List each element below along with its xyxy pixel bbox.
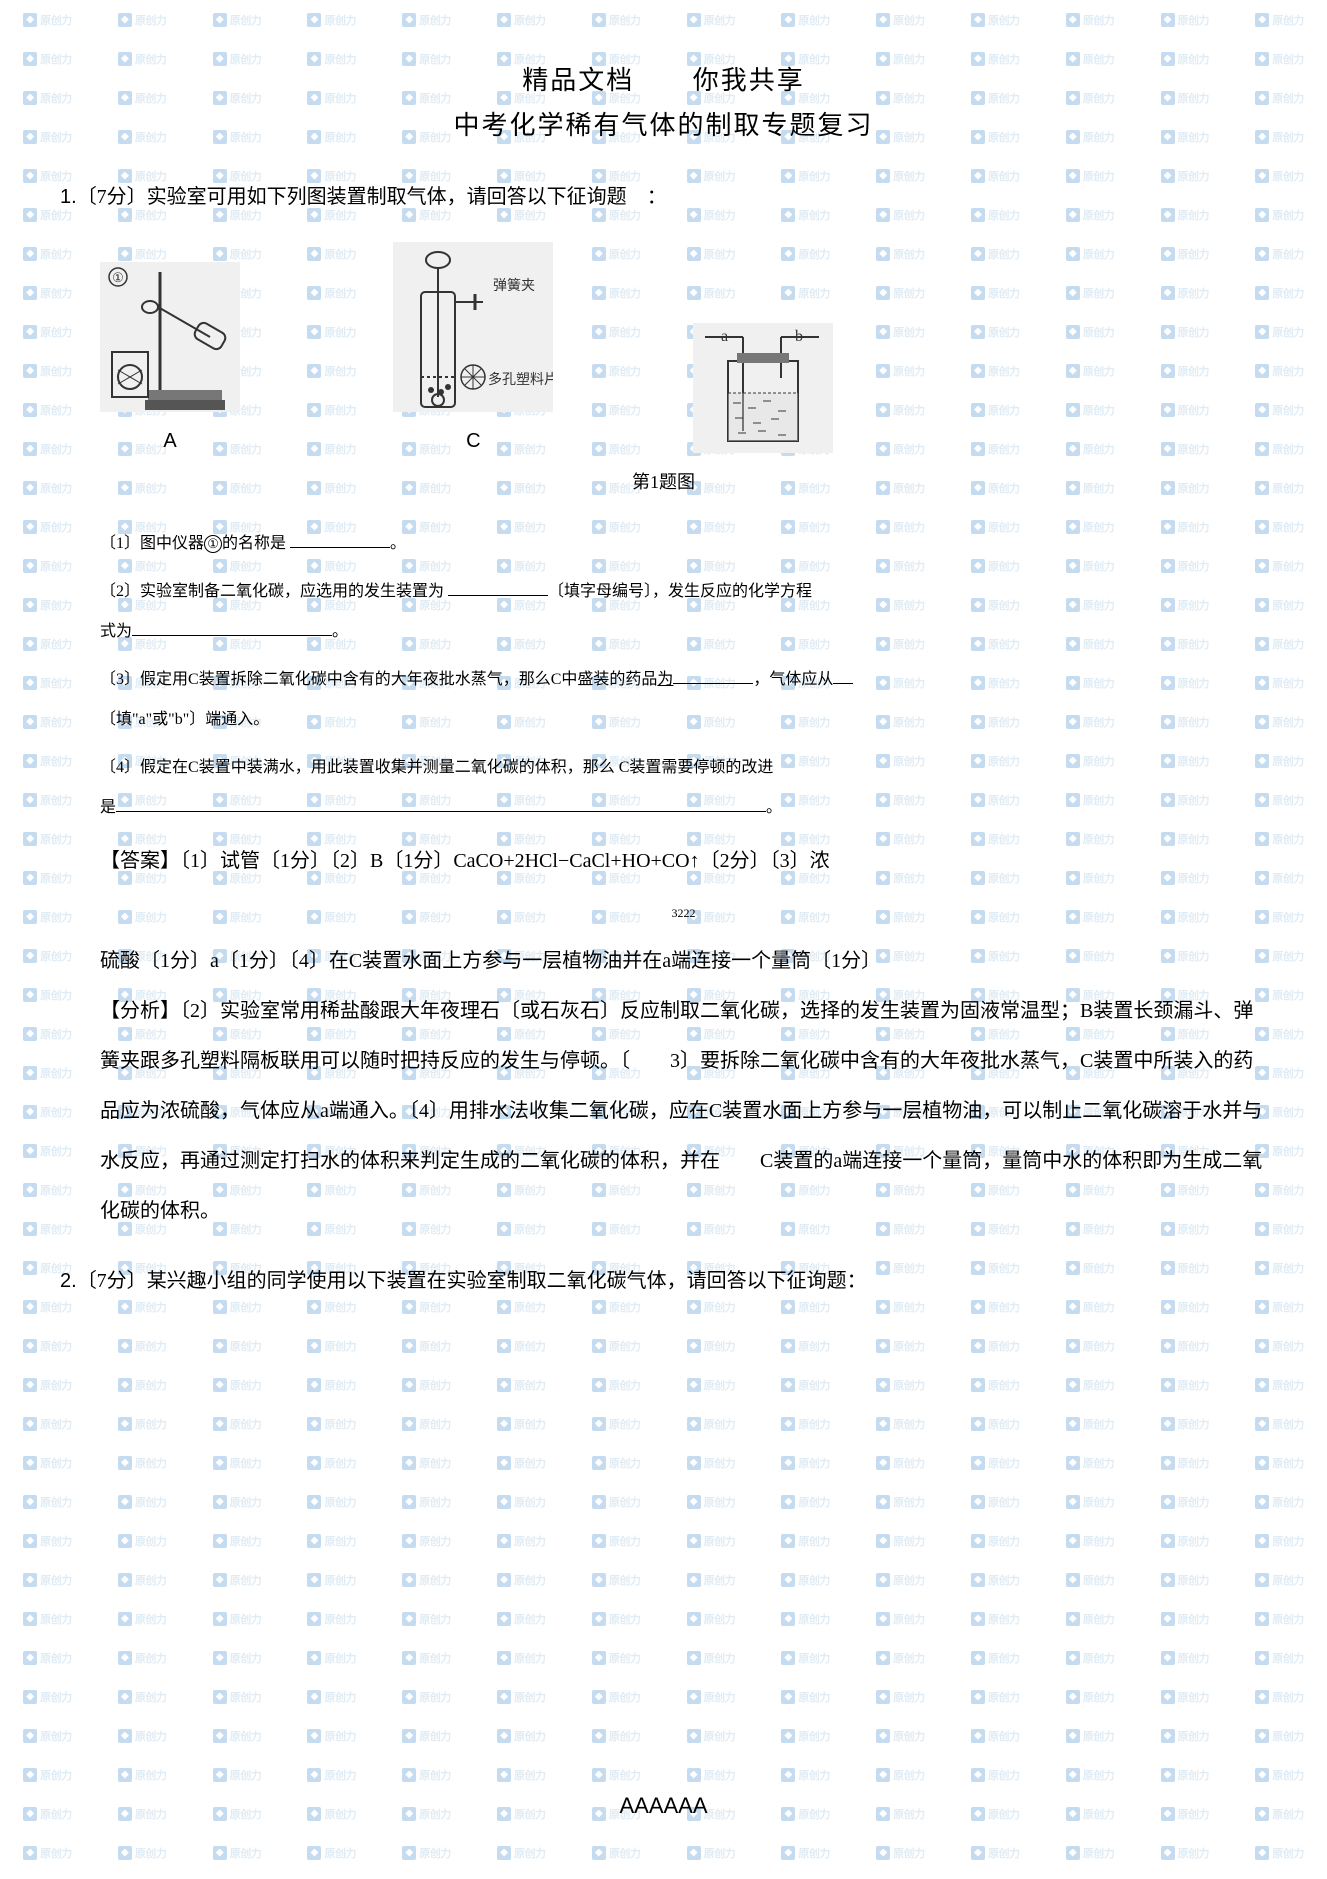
document-header: 精品文档 你我共享 中考化学稀有气体的制取专题复习 (60, 60, 1267, 142)
document-content: 精品文档 你我共享 中考化学稀有气体的制取专题复习 1.〔7分〕实验室可用如下列… (0, 0, 1327, 1346)
answer-label: 【答案】 (100, 850, 180, 872)
q2-points: 〔7分〕 (77, 1270, 147, 1292)
svg-text:①: ① (112, 270, 124, 285)
blank-4 (673, 665, 753, 684)
blank-1 (290, 529, 390, 548)
part2-text2: 〔填字母编号〕，发生反应的化学方程 (548, 583, 812, 600)
blank-2 (448, 577, 548, 596)
part1-text-after: 的名称是 (222, 535, 286, 552)
q2-intro: 某兴趣小组的同学使用以下装置在实验室制取二氧化碳气体，请回答以下征询题： (147, 1270, 867, 1292)
diagram-row: ① A B (100, 242, 1267, 453)
q1-analysis: 【分析】〔2〕实验室常用稀盐酸跟大年夜理石〔或石灰石〕反应制取二氧化碳，选择的发… (100, 986, 1267, 1236)
diagram-a: ① A (100, 262, 240, 453)
apparatus-c-icon: a b (693, 323, 833, 453)
answer-text2: 硫酸〔1分〕a〔1分〕〔4〕在C装置水面上方参与一层植物油并在a端连接一个量筒〔… (100, 950, 881, 972)
answer-text1: 〔1〕试管〔1分〕〔2〕B〔1分〕CaCO+2HCl−CaCl+HO+CO↑〔2… (180, 850, 830, 872)
q1-answer: 【答案】〔1〕试管〔1分〕〔2〕B〔1分〕CaCO+2HCl−CaCl+HO+C… (100, 836, 1267, 986)
part1-label: 〔1〕 (100, 535, 140, 552)
q1-part1: 〔1〕图中仪器①的名称是 。 (100, 524, 1267, 564)
header-line-2: 中考化学稀有气体的制取专题复习 (60, 105, 1267, 142)
header-right: 你我共享 (693, 66, 805, 95)
page-footer: AAAAAA (0, 1793, 1327, 1819)
part3-label: 〔3〕 (100, 671, 140, 688)
part3-text2: ，气体应从 (753, 671, 833, 688)
q1-intro: 实验室可用如下列图装置制取气体，请回答以下征询题 (147, 186, 627, 208)
apparatus-a-icon: ① (100, 262, 240, 412)
part3-text3: 〔填"a"或"b"〕端通入。 (100, 711, 269, 728)
header-left: 精品文档 (522, 66, 634, 95)
question-1: 1.〔7分〕实验室可用如下列图装置制取气体，请回答以下征询题 ： (60, 172, 1267, 222)
question-2: 2.〔7分〕某兴趣小组的同学使用以下装置在实验室制取二氧化碳气体，请回答以下征询… (60, 1256, 1267, 1306)
spring-clip-label: 弹簧夹 (493, 278, 535, 294)
blank-5 (116, 793, 766, 812)
part2-text3: 式为 (100, 623, 132, 640)
diagram-c: a b (693, 323, 833, 453)
q1-part2: 〔2〕实验室制备二氧化碳，应选用的发生装置为 〔填字母编号〕，发生反应的化学方程… (100, 572, 1267, 652)
part2-text1: 实验室制备二氧化碳，应选用的发生装置为 (140, 583, 444, 600)
q2-number: 2. (60, 1270, 77, 1292)
part2-period: 。 (332, 623, 348, 640)
apparatus-b-icon: 弹簧夹 多孔塑料片 (393, 242, 553, 412)
part1-period: 。 (390, 535, 406, 552)
analysis-text: 〔2〕实验室常用稀盐酸跟大年夜理石〔或石灰石〕反应制取二氧化碳，选择的发生装置为… (100, 1000, 1262, 1222)
q1-number: 1. (60, 186, 77, 208)
q1-part3: 〔3〕假定用C装置拆除二氧化碳中含有的大年夜批水蒸气，那么C中盛装的药品为 ，气体… (100, 660, 1267, 740)
part4-period: 。 (766, 799, 782, 816)
part3-text1: 假定用C装置拆除二氧化碳中含有的大年夜批水蒸气，那么C中盛装的药品 (140, 671, 657, 688)
q1-part4: 〔4〕假定在C装置中装满水，用此装置收集并测量二氧化碳的体积，那么 C装置需要停… (100, 748, 1267, 828)
part3-underlined: 为 (657, 671, 673, 688)
diagram-b: B (320, 412, 333, 453)
diagram-c-placeholder-label: C (466, 430, 480, 453)
diagram-b-img: 弹簧夹 多孔塑料片 C (393, 242, 553, 453)
part4-text2: 是 (100, 799, 116, 816)
plastic-plate-label: 多孔塑料片 (488, 371, 553, 388)
answer-subscript: 3222 (100, 907, 1267, 919)
diagram-a-label: A (163, 430, 176, 453)
part4-text1: 假定在C装置中装满水，用此装置收集并测量二氧化碳的体积，那么 C装置需要停顿的改… (140, 759, 773, 776)
blank-3 (132, 617, 332, 636)
part4-label: 〔4〕 (100, 759, 140, 776)
circled-1: ① (204, 535, 222, 553)
part2-label: 〔2〕 (100, 583, 140, 600)
figure-1-caption: 第1题图 (60, 468, 1267, 494)
q1-points: 〔7分〕 (77, 186, 147, 208)
analysis-label: 【分析】 (100, 1000, 180, 1022)
header-line-1: 精品文档 你我共享 (60, 60, 1267, 97)
blank-4b (833, 665, 853, 684)
part1-text-before: 图中仪器 (140, 535, 204, 552)
q1-colon: ： (647, 186, 667, 208)
